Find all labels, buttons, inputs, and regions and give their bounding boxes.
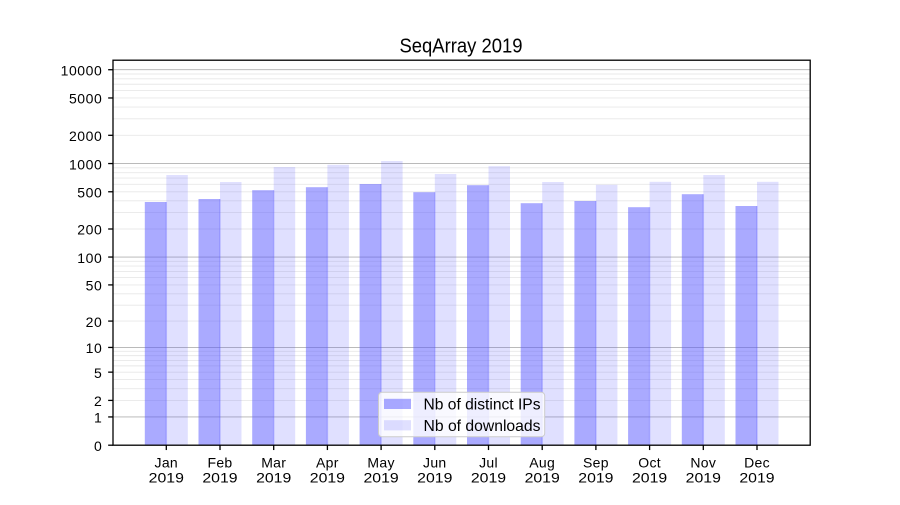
svg-text:2019: 2019 (686, 469, 721, 485)
svg-text:Nb of downloads: Nb of downloads (424, 418, 541, 435)
svg-text:5: 5 (94, 365, 102, 381)
svg-text:Jan: Jan (155, 455, 178, 471)
svg-text:2019: 2019 (256, 469, 291, 485)
svg-text:Nb of distinct IPs: Nb of distinct IPs (424, 396, 541, 413)
svg-text:2019: 2019 (310, 469, 345, 485)
svg-text:Sep: Sep (583, 455, 609, 471)
svg-text:10000: 10000 (61, 62, 103, 78)
svg-text:Aug: Aug (529, 455, 555, 471)
svg-text:2019: 2019 (632, 469, 667, 485)
svg-text:Feb: Feb (207, 455, 232, 471)
svg-text:2019: 2019 (525, 469, 560, 485)
svg-text:10: 10 (86, 340, 103, 356)
svg-text:20: 20 (86, 314, 103, 330)
svg-text:2019: 2019 (149, 469, 184, 485)
svg-text:0: 0 (94, 438, 102, 454)
svg-text:Apr: Apr (316, 455, 339, 471)
svg-text:5000: 5000 (69, 91, 102, 107)
svg-text:2019: 2019 (417, 469, 452, 485)
svg-text:SeqArray 2019: SeqArray 2019 (400, 34, 523, 57)
svg-text:Jul: Jul (479, 455, 498, 471)
svg-text:2019: 2019 (578, 469, 613, 485)
svg-text:1000: 1000 (69, 156, 102, 172)
svg-text:200: 200 (77, 222, 102, 238)
svg-text:Nov: Nov (690, 455, 716, 471)
svg-text:2019: 2019 (364, 469, 399, 485)
svg-text:1: 1 (94, 410, 102, 426)
svg-text:100: 100 (77, 250, 102, 266)
svg-text:2019: 2019 (471, 469, 506, 485)
svg-text:May: May (367, 455, 394, 471)
svg-text:Oct: Oct (638, 455, 661, 471)
svg-text:2019: 2019 (202, 469, 237, 485)
svg-text:2000: 2000 (69, 128, 102, 144)
svg-text:2019: 2019 (739, 469, 774, 485)
svg-text:50: 50 (86, 278, 103, 294)
svg-text:500: 500 (77, 185, 102, 201)
svg-text:2: 2 (94, 393, 102, 409)
svg-text:Jun: Jun (423, 455, 446, 471)
svg-text:Mar: Mar (261, 455, 286, 471)
svg-text:Dec: Dec (744, 455, 770, 471)
